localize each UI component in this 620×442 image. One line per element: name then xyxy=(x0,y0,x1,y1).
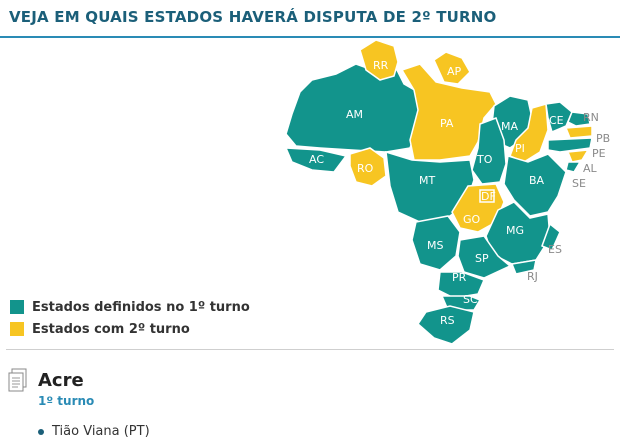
label-rr: RR xyxy=(373,59,389,72)
brazil-map: RR AP AM PA MA CE RN PB PE PI AL SE AC R… xyxy=(284,39,610,345)
label-rn: RN xyxy=(583,111,599,124)
legend-first-round-label: Estados definidos no 1º turno xyxy=(32,299,250,315)
state-ro[interactable] xyxy=(349,147,387,187)
state-pb[interactable] xyxy=(564,125,593,139)
state-df[interactable] xyxy=(479,189,495,203)
label-sc: SC xyxy=(463,293,478,306)
state-ce[interactable] xyxy=(545,101,573,134)
label-pe: PE xyxy=(592,147,606,160)
bullet-icon xyxy=(38,428,44,435)
label-mt: MT xyxy=(419,174,435,187)
state-sp[interactable] xyxy=(457,235,512,279)
label-ap: AP xyxy=(447,65,462,78)
round-label: 1º turno xyxy=(38,394,95,408)
first-round-swatch xyxy=(10,300,24,314)
label-sp: SP xyxy=(475,252,489,265)
legend-first-round: Estados definidos no 1º turno xyxy=(10,296,250,318)
label-to: TO xyxy=(476,153,493,166)
state-rs[interactable] xyxy=(417,305,475,345)
state-ba[interactable] xyxy=(503,153,567,217)
label-ms: MS xyxy=(427,239,443,252)
label-rj: RJ xyxy=(527,270,538,283)
label-pb: PB xyxy=(596,132,610,145)
legend-second-round-label: Estados com 2º turno xyxy=(32,321,190,337)
document-icon xyxy=(8,368,27,392)
map-legend: Estados definidos no 1º turno Estados co… xyxy=(10,296,250,340)
state-ap[interactable] xyxy=(433,51,471,85)
state-pe[interactable] xyxy=(547,137,593,153)
state-rj[interactable] xyxy=(510,259,537,275)
label-ba: BA xyxy=(529,174,545,187)
state-ac[interactable] xyxy=(284,147,348,173)
state-pr[interactable] xyxy=(437,271,486,299)
label-df: DF xyxy=(481,190,496,203)
state-rr[interactable] xyxy=(359,39,399,81)
label-pr: PR xyxy=(452,271,467,284)
label-ma: MA xyxy=(501,120,518,133)
state-name: Acre xyxy=(38,370,84,391)
second-round-swatch xyxy=(10,322,24,336)
label-al: AL xyxy=(583,162,598,175)
label-go: GO xyxy=(463,213,481,226)
label-se: SE xyxy=(572,177,586,190)
label-pi: PI xyxy=(515,142,525,155)
state-es[interactable] xyxy=(541,222,561,251)
state-se[interactable] xyxy=(565,161,582,173)
label-am: AM xyxy=(346,108,363,121)
state-al[interactable] xyxy=(566,149,590,163)
label-pa: PA xyxy=(440,117,454,130)
state-to[interactable] xyxy=(471,117,507,185)
state-ms[interactable] xyxy=(411,215,461,271)
label-ro: RO xyxy=(357,162,374,175)
state-rn[interactable] xyxy=(567,111,591,127)
divider xyxy=(6,349,614,350)
state-detail-panel: Acre 1º turno Tião Viana (PT) xyxy=(8,364,608,442)
label-ce: CE xyxy=(549,114,564,127)
page-title: VEJA EM QUAIS ESTADOS HAVERÁ DISPUTA DE … xyxy=(9,8,497,26)
label-rs: RS xyxy=(440,314,455,327)
header: VEJA EM QUAIS ESTADOS HAVERÁ DISPUTA DE … xyxy=(0,0,620,38)
label-es: ES xyxy=(548,243,562,256)
legend-second-round: Estados com 2º turno xyxy=(10,318,250,340)
label-ac: AC xyxy=(309,153,324,166)
label-mg: MG xyxy=(506,224,524,237)
candidate-name: Tião Viana (PT) xyxy=(52,424,150,439)
candidate-item: Tião Viana (PT) xyxy=(38,424,150,439)
